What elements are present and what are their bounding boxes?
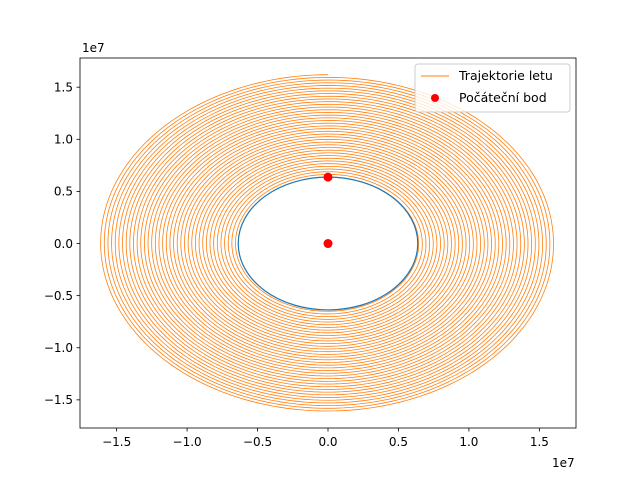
x-tick-label: −1.0 (173, 435, 202, 449)
y-tick-label: 1.5 (54, 80, 73, 94)
legend-box (414, 63, 571, 113)
series-trajektorie-letu-line (100, 74, 554, 412)
x-tick-label: −1.5 (102, 435, 131, 449)
x-axis: −1.5 −1.0 −0.5 0.0 0.5 1.0 1.5 (102, 428, 549, 449)
y-tick-label: −1.5 (44, 393, 73, 407)
marker-point (323, 172, 333, 182)
marker-layer (323, 172, 333, 249)
y-tick-label: 0.0 (54, 237, 73, 251)
legend-label-trajektorie-letu: Trajektorie letu (458, 68, 553, 83)
y-offset-label: 1e7 (82, 41, 105, 55)
legend: Trajektorie letu Počáteční bod (414, 63, 571, 113)
x-offset-label: 1e7 (552, 456, 575, 470)
x-tick-label: 1.0 (459, 435, 478, 449)
y-tick-label: 0.5 (54, 185, 73, 199)
legend-label-pocatecni-bod: Počáteční bod (459, 90, 547, 105)
y-tick-label: −1.0 (44, 341, 73, 355)
y-tick-label: −0.5 (44, 289, 73, 303)
y-tick-label: 1.0 (54, 133, 73, 147)
x-tick-label: 0.0 (318, 435, 337, 449)
legend-marker-swatch (431, 94, 439, 102)
marker-point (323, 239, 333, 249)
x-tick-label: 0.5 (389, 435, 408, 449)
x-tick-label: −0.5 (243, 435, 272, 449)
y-axis: −1.5 −1.0 −0.5 0.0 0.5 1.0 1.5 (44, 80, 80, 407)
x-tick-label: 1.5 (530, 435, 549, 449)
